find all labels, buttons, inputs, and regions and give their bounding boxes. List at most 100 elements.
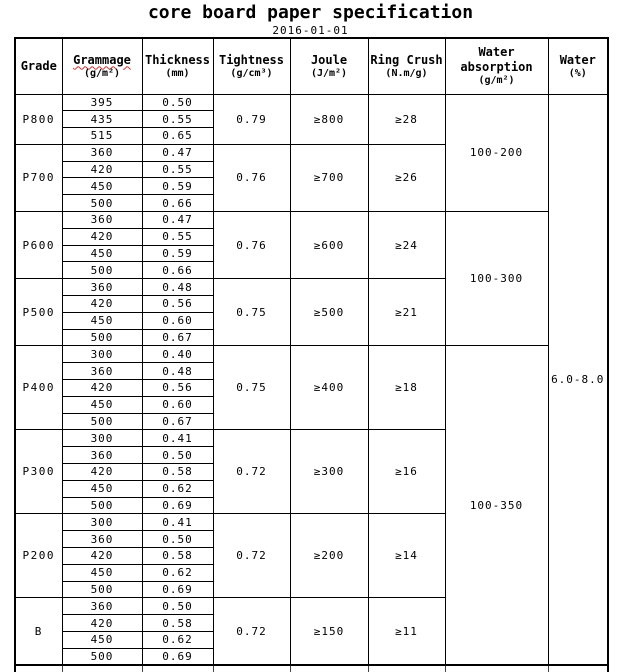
- grammage-cell: 420: [61, 614, 143, 632]
- table-row: P800 395 0.50 0.79 ≥800 ≥28 100-200 6.0-…: [14, 93, 609, 666]
- table-row: 500 0.67: [15, 328, 608, 347]
- thickness-cell: 0.55: [141, 110, 214, 129]
- grammage-cell: 500: [61, 412, 143, 431]
- water-absorption-cell: 100-200: [444, 93, 549, 213]
- thickness-cell: 0.47: [141, 143, 214, 162]
- header-row: Grade Grammage (g/m²) Thickness (mm) Tight…: [14, 37, 609, 95]
- joule-cell: ≥800: [289, 93, 369, 145]
- tightness-cell: 0.72: [212, 597, 291, 666]
- col-header-tightness: Tightness (g/cm³): [212, 37, 291, 95]
- thickness-cell: 0.48: [141, 362, 214, 381]
- grammage-cell: 300: [61, 429, 143, 448]
- cutoff-partial-row: [14, 666, 609, 672]
- water-absorption-header-label: Water absorption: [460, 45, 533, 74]
- ring-crush-cell: ≥21: [367, 278, 446, 347]
- water-cell: 6.0-8.0: [547, 93, 609, 666]
- joule-cell: ≥500: [289, 278, 369, 347]
- cutoff-row-cell: [214, 666, 291, 672]
- grammage-cell: 420: [61, 160, 143, 179]
- grammage-cell: 360: [61, 530, 143, 549]
- thickness-cell: 0.50: [141, 597, 214, 616]
- table-row: 450 0.60: [15, 311, 608, 330]
- grammage-cell: 500: [61, 496, 143, 515]
- thickness-cell: 0.58: [141, 463, 214, 481]
- grammage-cell: 360: [61, 446, 143, 465]
- grammage-cell: 360: [61, 278, 143, 297]
- joule-cell: ≥400: [289, 345, 369, 431]
- ring-crush-header-label: Ring Crush: [370, 52, 443, 67]
- thickness-cell: 0.66: [141, 261, 214, 280]
- table-row: 450 0.59: [15, 244, 608, 263]
- grammage-cell: 360: [61, 143, 143, 162]
- table-row: 360 0.48: [15, 362, 608, 381]
- col-header-joule: Joule (J/m²): [289, 37, 369, 95]
- table-row: P300 300 0.41 0.72 ≥300 ≥16: [14, 429, 608, 515]
- grammage-cell: 500: [61, 194, 143, 213]
- thickness-unit: (mm): [165, 67, 190, 79]
- thickness-cell: 0.62: [141, 563, 214, 582]
- grammage-cell: 300: [61, 345, 143, 364]
- cutoff-row-cell: [291, 666, 369, 672]
- grade-header-label: Grade: [20, 58, 57, 73]
- thickness-cell: 0.56: [141, 379, 214, 397]
- grammage-unit: (g/m²): [83, 67, 121, 79]
- cutoff-row-cell: [63, 666, 143, 672]
- table-row: B 360 0.50 0.72 ≥150 ≥11: [14, 597, 608, 666]
- ring-crush-cell: ≥14: [367, 513, 446, 599]
- water-absorption-unit: (g/m²): [478, 75, 515, 86]
- table-row: 515 0.65: [15, 127, 608, 145]
- document-date: 2016-01-01: [272, 24, 349, 37]
- grade-cell: P200: [14, 513, 63, 599]
- thickness-cell: 0.69: [141, 647, 214, 666]
- ring-crush-cell: ≥24: [367, 211, 446, 280]
- joule-header-label: Joule: [310, 52, 348, 67]
- cutoff-row-cell: [446, 666, 549, 672]
- thickness-cell: 0.40: [141, 345, 214, 364]
- thickness-cell: 0.41: [141, 429, 214, 448]
- grammage-cell: 360: [61, 362, 143, 381]
- water-absorption-cell: 100-350: [444, 345, 549, 666]
- tightness-cell: 0.75: [212, 345, 291, 431]
- table-row: 500 0.66: [15, 261, 608, 280]
- cutoff-row-cell: [16, 666, 63, 672]
- thickness-cell: 0.67: [141, 328, 214, 347]
- grammage-cell: 450: [61, 479, 143, 498]
- tightness-cell: 0.72: [212, 513, 291, 599]
- cutoff-row-cell: [369, 666, 446, 672]
- table-row: 420 0.55: [15, 227, 608, 246]
- joule-unit: (J/m²): [310, 67, 348, 79]
- grammage-cell: 500: [61, 261, 143, 280]
- page-title: core board paper specification: [147, 2, 474, 23]
- tightness-header-label: Tightness: [218, 52, 285, 67]
- col-header-thickness: Thickness (mm): [141, 37, 214, 95]
- tightness-cell: 0.75: [212, 278, 291, 347]
- grammage-cell: 450: [61, 177, 143, 196]
- joule-cell: ≥700: [289, 143, 369, 213]
- col-header-water-absorption: Water absorption (g/m²): [444, 37, 549, 95]
- thickness-cell: 0.47: [141, 211, 214, 229]
- joule-cell: ≥300: [289, 429, 369, 515]
- grade-cell: P700: [14, 143, 63, 213]
- grammage-cell: 360: [61, 211, 143, 229]
- cutoff-row-cell: [143, 666, 214, 672]
- grammage-cell: 500: [61, 647, 143, 666]
- grade-cell: P400: [14, 345, 63, 431]
- table-row: 500 0.67: [15, 412, 608, 431]
- joule-cell: ≥600: [289, 211, 369, 280]
- col-header-water: Water (%): [547, 37, 609, 95]
- ring-crush-cell: ≥16: [367, 429, 446, 515]
- ring-crush-unit: (N.m/g): [385, 67, 428, 79]
- thickness-cell: 0.69: [141, 580, 214, 599]
- grammage-header-label: Grammage: [73, 52, 131, 67]
- grammage-cell: 360: [61, 597, 143, 616]
- grammage-cell: 515: [61, 127, 143, 145]
- grammage-cell: 420: [61, 295, 143, 313]
- thickness-cell: 0.65: [141, 127, 214, 145]
- thickness-cell: 0.59: [141, 177, 214, 196]
- grammage-cell: 435: [61, 110, 143, 129]
- joule-cell: ≥200: [289, 513, 369, 599]
- table-row: P500 360 0.48 0.75 ≥500 ≥21: [14, 278, 608, 347]
- specification-table: Grade Grammage (g/m²) Thickness (mm) Tight…: [14, 37, 609, 667]
- table-row: 420 0.58: [15, 547, 608, 565]
- ring-crush-cell: ≥26: [367, 143, 446, 213]
